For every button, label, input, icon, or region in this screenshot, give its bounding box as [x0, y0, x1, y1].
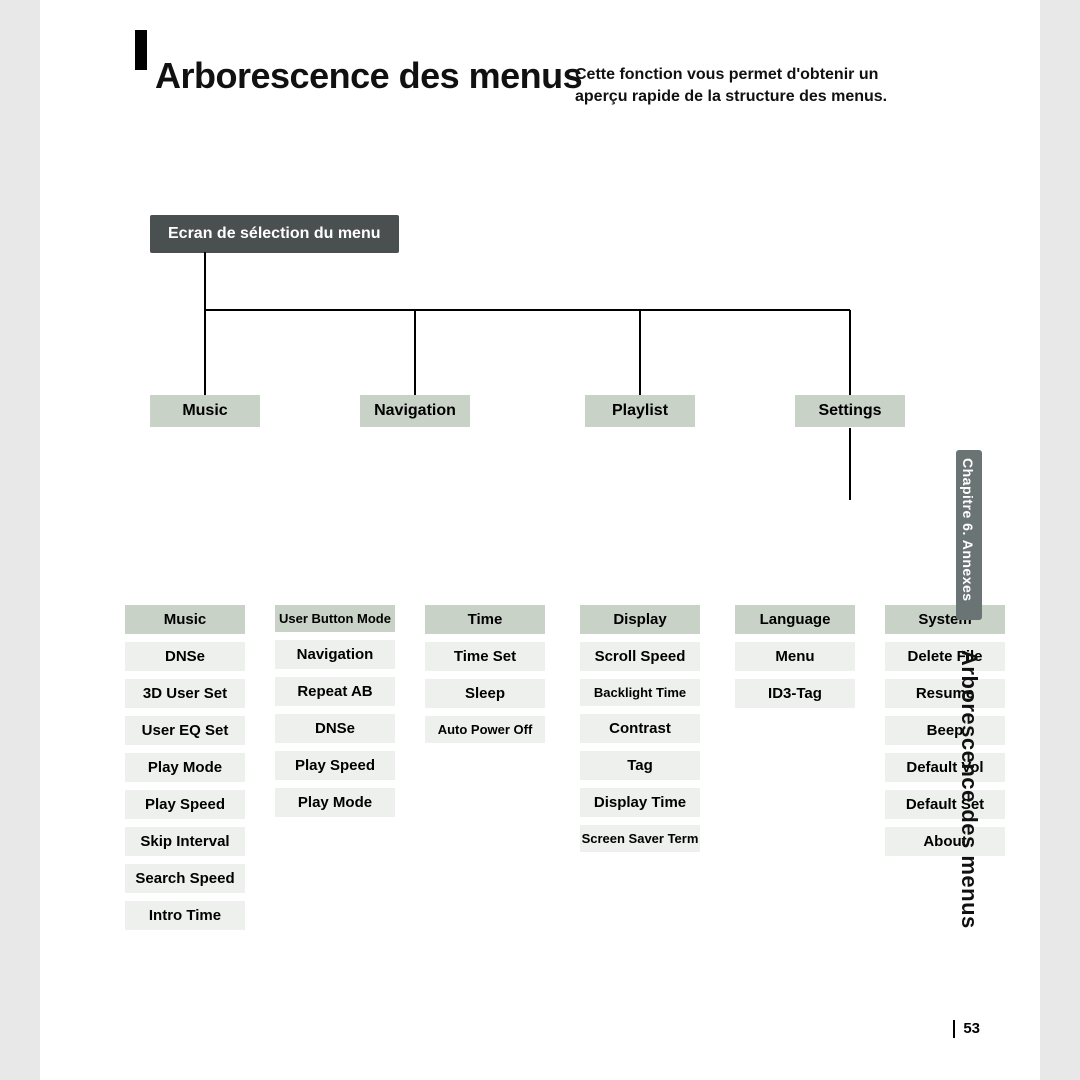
tree-leaf-item: About — [885, 827, 1005, 856]
tree-leaf-item: Play Mode — [125, 753, 245, 782]
tree-leaf-item: Play Speed — [125, 790, 245, 819]
tree-leaf-item: Default Set — [885, 790, 1005, 819]
subtitle-line-1: Cette fonction vous permet d'obtenir un — [575, 66, 878, 83]
tree-leaf-item: Play Mode — [275, 788, 395, 817]
tree-level2-header: Music — [125, 605, 245, 634]
tree-leaf-item: Tag — [580, 751, 700, 780]
tree-leaf-item: Menu — [735, 642, 855, 671]
tree-leaf-item: Auto Power Off — [425, 716, 545, 743]
tree-leaf-item: Screen Saver Term — [580, 825, 700, 852]
chapter-tab: Chapitre 6. Annexes — [956, 450, 982, 620]
tree-level2-header: User Button Mode — [275, 605, 395, 632]
tree-leaf-item: Intro Time — [125, 901, 245, 930]
tree-level1-node-playlist: Playlist — [585, 395, 695, 427]
chapter-tab-label: Chapitre 6. Annexes — [960, 458, 976, 602]
tree-level2-col: Display Scroll Speed Backlight Time Contras… — [575, 605, 705, 852]
tree-leaf-item: Contrast — [580, 714, 700, 743]
tree-leaf-item: Navigation — [275, 640, 395, 669]
tree-leaf-item: DNSe — [125, 642, 245, 671]
tree-level2-header: Display — [580, 605, 700, 634]
document-page: Arborescence des menus Cette fonction vo… — [40, 0, 1040, 1080]
tree-level2-col: System Delete File Resume Beep Default Vol De… — [880, 605, 1010, 856]
tree-leaf-item: Sleep — [425, 679, 545, 708]
page-number-rule — [953, 1020, 955, 1038]
tree-leaf-item: Play Speed — [275, 751, 395, 780]
page-number: 53 — [963, 1020, 980, 1037]
tree-level2-col: Language Menu ID3-Tag — [730, 605, 860, 708]
tree-leaf-item: Time Set — [425, 642, 545, 671]
title-accent-bar — [135, 30, 147, 70]
tree-leaf-item: Default Vol — [885, 753, 1005, 782]
tree-level2-header: Language — [735, 605, 855, 634]
tree-level1-node-navigation: Navigation — [360, 395, 470, 427]
tree-leaf-item: 3D User Set — [125, 679, 245, 708]
tree-level2-col: Time Time Set Sleep Auto Power Off — [420, 605, 550, 743]
tree-leaf-item: ID3-Tag — [735, 679, 855, 708]
tree-leaf-item: Backlight Time — [580, 679, 700, 706]
tree-leaf-item: Beep — [885, 716, 1005, 745]
side-running-title: Arborescence des menus — [956, 650, 982, 929]
tree-level2-header: Time — [425, 605, 545, 634]
tree-leaf-item: Search Speed — [125, 864, 245, 893]
tree-level1-node-music: Music — [150, 395, 260, 427]
page-title: Arborescence des menus — [155, 55, 582, 97]
tree-leaf-item: Delete File — [885, 642, 1005, 671]
tree-level2-col: User Button Mode Navigation Repeat AB DNSe P… — [270, 605, 400, 817]
tree-connector-lines — [40, 150, 1040, 500]
tree-leaf-item: Scroll Speed — [580, 642, 700, 671]
tree-leaf-item: User EQ Set — [125, 716, 245, 745]
tree-leaf-item: Repeat AB — [275, 677, 395, 706]
tree-leaf-item: Display Time — [580, 788, 700, 817]
page-subtitle: Cette fonction vous permet d'obtenir un … — [575, 64, 995, 107]
tree-level1-node-settings: Settings — [795, 395, 905, 427]
tree-leaf-item: Resume — [885, 679, 1005, 708]
tree-leaf-item: DNSe — [275, 714, 395, 743]
tree-leaf-item: Skip Interval — [125, 827, 245, 856]
tree-level2-col: Music DNSe 3D User Set User EQ Set Play Mode… — [120, 605, 250, 930]
subtitle-line-2: aperçu rapide de la structure des menus. — [575, 88, 887, 105]
tree-level2-header: System — [885, 605, 1005, 634]
